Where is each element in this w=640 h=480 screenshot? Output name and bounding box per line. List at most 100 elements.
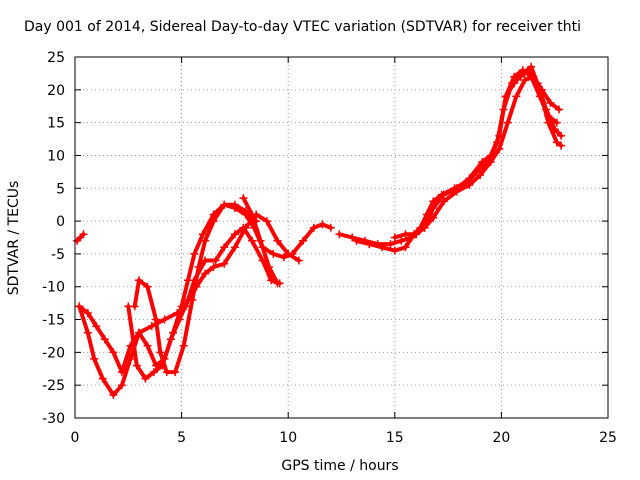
data-point [241,223,250,232]
data-point [262,217,271,226]
x-axis-label: GPS time / hours [281,458,398,474]
data-point [352,236,361,245]
data-point [201,269,210,278]
data-point [335,230,344,239]
x-tick-labels: 0 5 10 15 20 25 [71,430,617,446]
data-point [390,246,399,255]
data-point [348,233,357,242]
series-line [77,202,333,375]
series-track-11 [501,66,561,127]
data-point [397,236,406,245]
series-track-8 [352,66,566,255]
data-point [166,335,175,344]
data-point [452,187,461,196]
series-track-4 [124,210,303,383]
data-point [147,322,156,331]
y-axis-label: SDTVAR / TECUs [6,181,22,296]
data-point [420,223,429,232]
data-point [135,276,143,285]
y-tick-label: 20 [47,83,65,99]
data-point [184,276,192,285]
data-point [141,374,150,383]
data-point [552,118,561,127]
data-point [220,259,229,268]
data-point [79,230,88,239]
y-tick-labels: -30 -25 -20 -15 -10 -5 0 5 10 15 20 25 [42,50,65,427]
data-point [190,249,199,258]
data-point [220,200,229,209]
data-point [239,194,248,203]
data-point [171,368,180,377]
data-point [552,138,561,147]
data-point [132,361,141,370]
data-point [175,315,184,324]
chart-title: Day 001 of 2014, Sidereal Day-to-day VTE… [24,19,581,35]
data-point [365,240,374,249]
x-tick-label: 5 [177,430,186,446]
x-tick-label: 20 [492,430,510,446]
data-point [555,105,563,114]
data-point [109,348,118,357]
data-point [544,112,553,121]
data-point [83,309,92,317]
data-point [135,328,143,337]
data-point [211,256,220,265]
data-point [309,223,318,232]
x-tick-label: 15 [386,430,404,446]
data-point [160,315,169,324]
series-line [75,232,86,243]
data-point [162,368,171,377]
x-tick-label: 0 [71,430,80,446]
series-track-3 [75,200,335,377]
data-point [269,249,278,258]
y-tick-label: -5 [51,247,65,263]
data-point [109,391,118,399]
data-point [510,72,519,81]
data-point [117,368,126,377]
data-point [220,243,229,252]
data-point [273,236,282,245]
data-point [100,335,109,344]
x-tick-label: 10 [279,430,297,446]
data-point [198,230,207,239]
data-point [117,381,126,390]
data-point [149,368,158,377]
y-tick-label: 5 [56,181,65,197]
y-tick-label: 0 [56,214,65,230]
y-tick-label: 15 [47,116,65,132]
data-point [429,204,438,212]
data-point [557,141,566,150]
data-point [486,158,495,166]
data-point [495,144,504,153]
y-tick-label: -30 [42,411,65,427]
data-point [143,341,152,350]
data-point [527,62,536,71]
data-point [439,197,448,206]
data-point [83,328,92,337]
series-line [132,202,259,375]
y-tick-label: -20 [42,345,65,361]
data-point [279,253,288,262]
data-point [75,302,84,311]
y-tick-label: 10 [47,148,65,164]
data-point [518,66,527,75]
data-point [265,263,273,271]
y-tick-label: -15 [42,313,65,329]
data-point [326,223,335,232]
plot-border [74,56,609,419]
data-point [535,92,544,101]
data-point [378,243,386,252]
data-point [527,72,536,81]
data-point [152,315,160,324]
data-point [503,118,512,127]
data-point [188,295,197,304]
series-track-1 [73,230,88,245]
data-point [512,92,521,101]
data-point [156,348,165,357]
data-point [401,243,410,252]
y-tick-label: -10 [42,280,65,296]
data-point [92,322,101,331]
data-point [401,230,410,239]
y-tick-label: -25 [42,378,65,394]
data-point [478,158,487,166]
